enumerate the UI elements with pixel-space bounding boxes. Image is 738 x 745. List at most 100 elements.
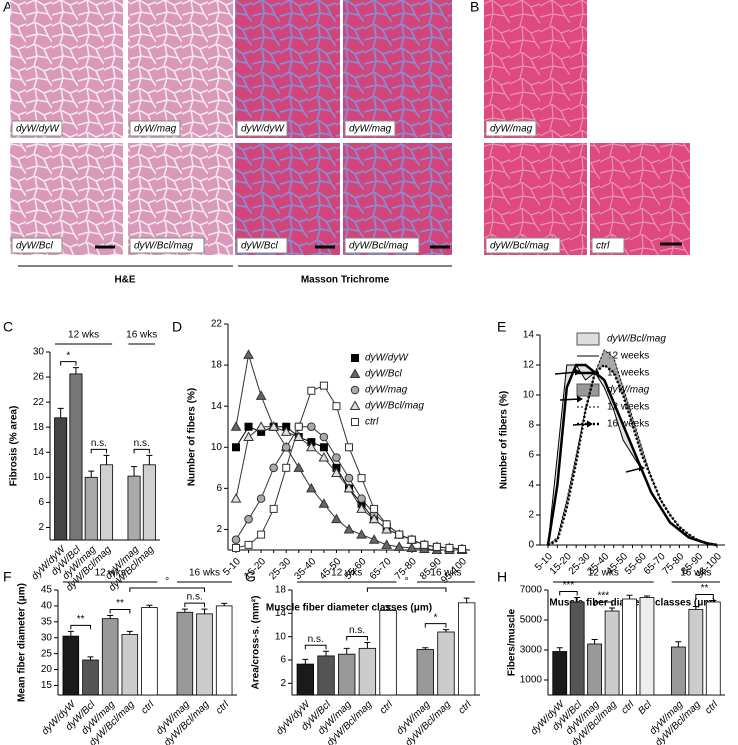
micrograph-label: dyW/mag xyxy=(134,124,177,135)
label-box xyxy=(344,237,420,254)
y-axis-title: Number of fibers (%) xyxy=(187,388,198,486)
x-tick-label: ctrl xyxy=(619,699,637,717)
label-box xyxy=(236,237,288,254)
panel-label: D xyxy=(172,319,182,335)
x-tick-label: ctrl xyxy=(703,699,721,717)
micrograph xyxy=(10,143,123,255)
y-tick-label: 6 xyxy=(38,497,44,508)
micrograph-label: ctrl xyxy=(596,241,610,252)
group-label: 16 wks xyxy=(189,568,220,579)
y-tick-label: 6 xyxy=(528,450,534,461)
marker xyxy=(268,421,280,431)
marker xyxy=(356,503,367,513)
bar xyxy=(196,613,213,696)
bar xyxy=(705,601,721,696)
y-tick-label: 14 xyxy=(33,447,45,458)
legend-label: 16 weeks xyxy=(607,368,649,379)
error-bar xyxy=(609,607,616,611)
marker xyxy=(293,431,305,441)
marker xyxy=(293,462,305,472)
error-bar xyxy=(146,454,153,465)
error-bar xyxy=(692,606,699,610)
y-tick-label: 22 xyxy=(211,319,223,330)
micrograph xyxy=(590,143,690,255)
bar xyxy=(127,475,141,541)
bar xyxy=(358,647,377,696)
error-bar xyxy=(103,454,110,465)
significance-bracket xyxy=(559,591,578,596)
bar xyxy=(552,651,568,696)
marker xyxy=(407,535,416,544)
y-tick-label: 10 xyxy=(33,472,45,483)
stain-label: H&E xyxy=(114,275,135,286)
marker xyxy=(344,473,354,483)
bar xyxy=(54,417,68,541)
group-label: 16 wks xyxy=(430,568,461,579)
bar xyxy=(100,464,114,541)
error-bar xyxy=(107,614,114,619)
marker xyxy=(307,386,316,395)
significance-label: *** xyxy=(598,591,610,602)
micrograph xyxy=(343,0,452,138)
y-tick-label: 12 xyxy=(523,360,535,371)
y-tick-label: 3000 xyxy=(520,645,543,656)
marker xyxy=(294,422,303,431)
panel-label: E xyxy=(497,319,506,335)
group-label: 16 wks xyxy=(680,568,711,579)
significance-bracket xyxy=(109,608,131,614)
error-bar xyxy=(591,639,598,644)
marker xyxy=(395,530,404,539)
significance-label: n.s. xyxy=(308,634,324,645)
marker xyxy=(381,539,393,549)
panel-label: C xyxy=(3,319,13,335)
micrograph-label: dyW/Bcl/mag xyxy=(349,241,408,252)
x-tick-label: Bcl xyxy=(636,699,654,717)
group-label: 12 wks xyxy=(331,568,362,579)
y-tick-label: 1000 xyxy=(520,675,543,686)
y-tick-label: 4 xyxy=(528,480,534,491)
bar xyxy=(622,598,637,696)
marker xyxy=(269,463,278,473)
arrow-head xyxy=(575,368,581,376)
significance-label: n.s. xyxy=(187,592,203,603)
marker xyxy=(256,494,266,503)
bar xyxy=(176,611,194,696)
marker xyxy=(232,443,240,452)
panel-label: H xyxy=(497,569,507,585)
error-bar xyxy=(201,608,208,614)
series-line xyxy=(546,363,718,547)
label-box xyxy=(11,120,63,137)
error-bar xyxy=(442,629,449,632)
marker xyxy=(445,543,454,552)
marker xyxy=(357,474,366,483)
bar xyxy=(437,631,455,696)
label-box xyxy=(344,120,396,137)
error-bar xyxy=(556,647,563,652)
significance-label: n.s. xyxy=(91,438,107,449)
marker xyxy=(244,422,253,431)
marker xyxy=(269,504,278,513)
marker xyxy=(281,442,291,452)
micrograph xyxy=(235,143,340,255)
group-label: 12 wks xyxy=(68,330,99,341)
bar xyxy=(141,607,158,696)
micrograph-label: dyW/dyW xyxy=(241,124,285,135)
significance-bracket xyxy=(594,601,613,606)
error-bar xyxy=(364,642,371,649)
significance-label: ° xyxy=(405,577,409,588)
error-bar xyxy=(302,658,309,665)
y-tick-label: 18 xyxy=(33,422,45,433)
y-tick-label: 10 xyxy=(523,390,535,401)
y-tick-label: 14 xyxy=(211,401,223,412)
marker xyxy=(305,482,317,493)
panel-label: G xyxy=(245,569,256,585)
marker xyxy=(231,535,241,545)
micrograph-label: dyW/Bcl xyxy=(241,241,278,252)
error-bar xyxy=(574,597,581,602)
significance-bracket xyxy=(70,624,91,630)
y-tick-label: 30 xyxy=(41,632,53,643)
marker xyxy=(232,543,240,552)
bar xyxy=(215,605,233,696)
y-tick-label: 22 xyxy=(33,397,45,408)
bar xyxy=(101,618,119,696)
